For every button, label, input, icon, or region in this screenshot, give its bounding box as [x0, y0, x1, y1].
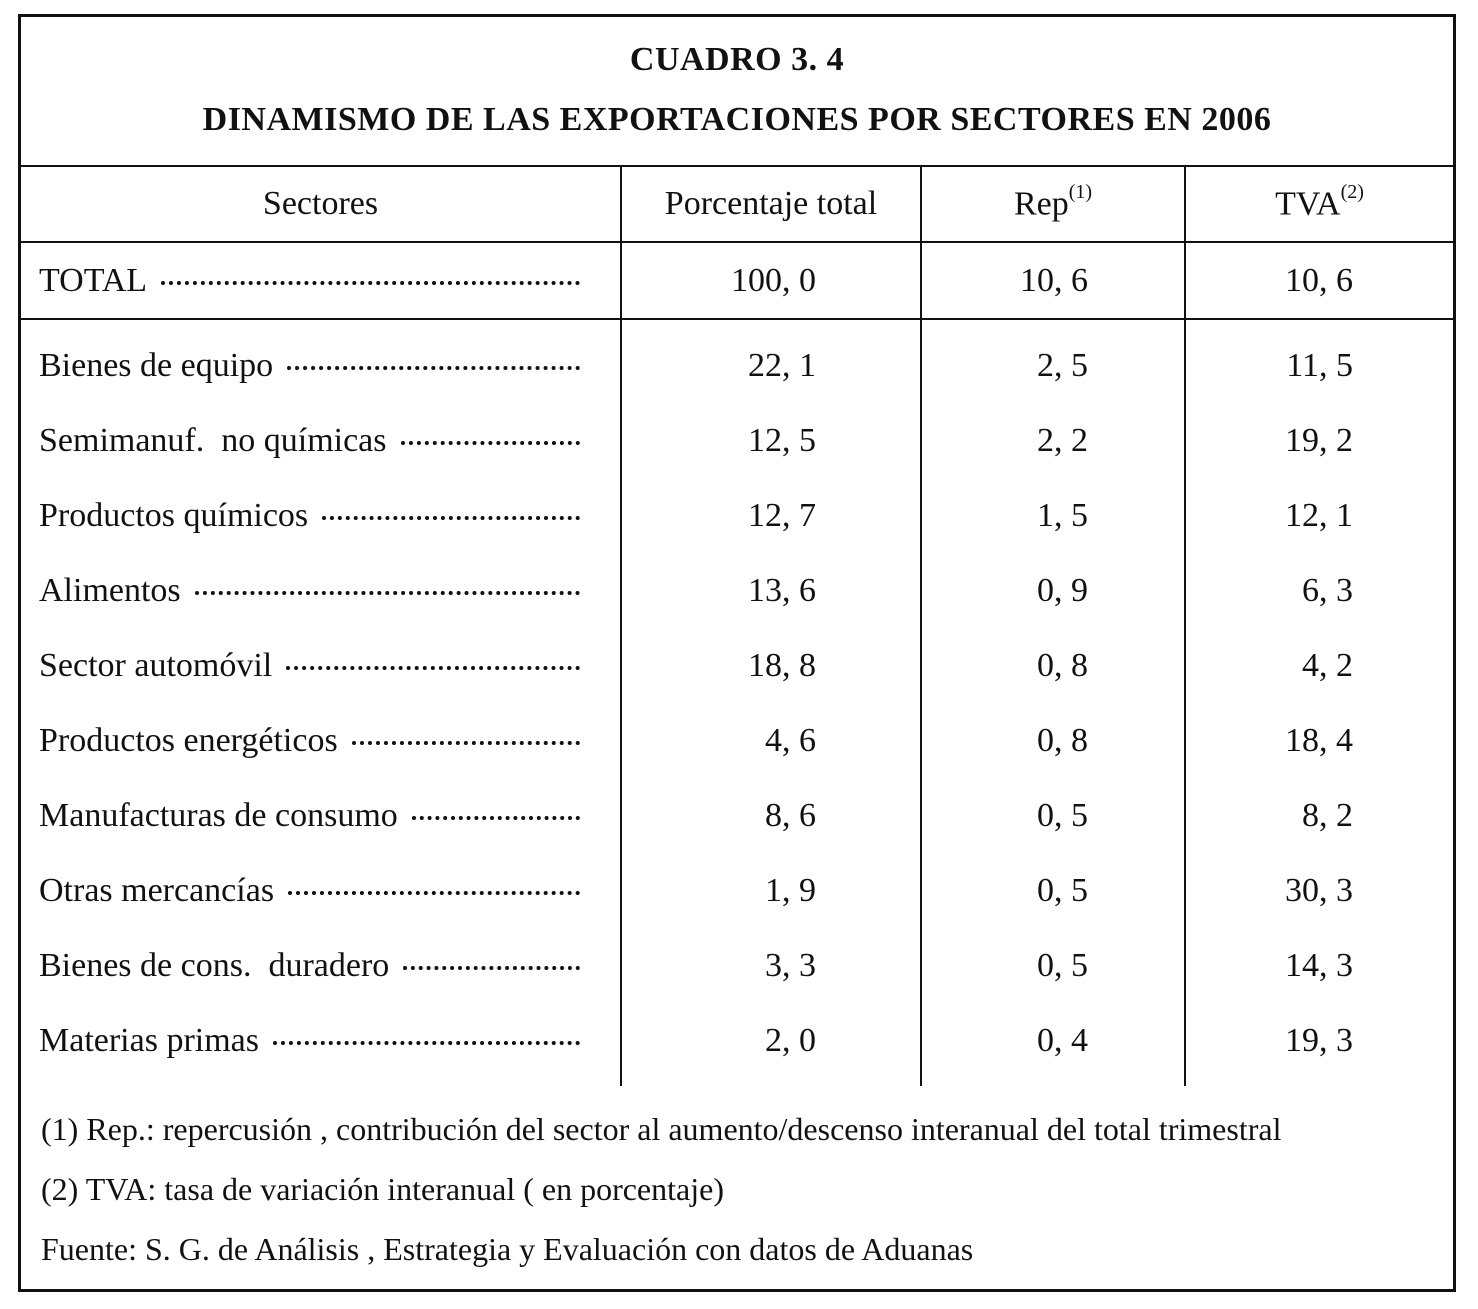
rep-cell: 2, 5 — [920, 319, 1185, 403]
total-porcentaje: 100, 0 — [620, 242, 921, 320]
tva-cell: 19, 3 — [1184, 1003, 1453, 1086]
tva-cell: 12, 1 — [1184, 478, 1453, 553]
total-rep: 10, 6 — [920, 242, 1185, 320]
tva-cell: 14, 3 — [1184, 928, 1453, 1003]
dot-leader — [287, 365, 580, 370]
dot-leader — [273, 1040, 580, 1045]
sector-cell: Materias primas — [21, 1003, 621, 1086]
table-row: Productos químicos 12, 7 1, 5 12, 1 — [21, 478, 1453, 553]
table-row: Materias primas 2, 0 0, 4 19, 3 — [21, 1003, 1453, 1086]
porcentaje-cell: 4, 6 — [620, 703, 921, 778]
table-row: Semimanuf. no químicas 12, 5 2, 2 19, 2 — [21, 403, 1453, 478]
table-row: Alimentos 13, 6 0, 9 6, 3 — [21, 553, 1453, 628]
sector-rows: Bienes de equipo 22, 1 2, 5 11, 5 Semimanuf.… — [21, 319, 1453, 1086]
table-title: DINAMISMO DE LAS EXPORTACIONES POR SECTO… — [202, 101, 1272, 138]
dot-leader — [322, 515, 580, 520]
porcentaje-cell: 12, 5 — [620, 403, 921, 478]
dot-leader — [286, 665, 580, 670]
tva-cell: 30, 3 — [1184, 853, 1453, 928]
exports-table: Sectores Porcentaje total Rep(1) TVA(2) … — [21, 167, 1453, 1086]
rep-cell: 0, 5 — [920, 928, 1185, 1003]
total-label-cell: TOTAL — [21, 242, 621, 320]
tva-cell: 4, 2 — [1184, 628, 1453, 703]
sector-cell: Otras mercancías — [21, 853, 621, 928]
rep-cell: 0, 5 — [920, 853, 1185, 928]
column-header-sectores: Sectores — [21, 167, 621, 243]
rep-footnote-ref: (1) — [1068, 180, 1093, 203]
dot-leader — [351, 740, 580, 745]
header-row: Sectores Porcentaje total Rep(1) TVA(2) — [21, 167, 1453, 243]
table-row: Bienes de cons. duradero 3, 3 0, 5 14, 3 — [21, 928, 1453, 1003]
dot-leader — [400, 440, 580, 445]
table-row: Otras mercancías 1, 9 0, 5 30, 3 — [21, 853, 1453, 928]
dot-leader — [403, 965, 580, 970]
porcentaje-cell: 3, 3 — [620, 928, 921, 1003]
porcentaje-cell: 2, 0 — [620, 1003, 921, 1086]
column-header-porcentaje: Porcentaje total — [620, 167, 921, 243]
total-row: TOTAL 100, 0 10, 6 10, 6 — [21, 242, 1453, 320]
sector-cell: Alimentos — [21, 553, 621, 628]
table-row: Productos energéticos 4, 6 0, 8 18, 4 — [21, 703, 1453, 778]
total-tva: 10, 6 — [1184, 242, 1453, 320]
tva-cell: 19, 2 — [1184, 403, 1453, 478]
rep-cell: 2, 2 — [920, 403, 1185, 478]
table-row: Sector automóvil 18, 8 0, 8 4, 2 — [21, 628, 1453, 703]
porcentaje-cell: 12, 7 — [620, 478, 921, 553]
footnotes: (1) Rep.: repercusión , contribución del… — [41, 1099, 1451, 1279]
sector-cell: Bienes de equipo — [21, 319, 621, 403]
sector-cell: Productos energéticos — [21, 703, 621, 778]
column-header-rep: Rep(1) — [920, 167, 1185, 243]
sector-label: Bienes de cons. duradero — [39, 946, 390, 984]
porcentaje-cell: 8, 6 — [620, 778, 921, 853]
footnote-1: (1) Rep.: repercusión , contribución del… — [41, 1111, 1282, 1147]
table-row: Manufacturas de consumo 8, 6 0, 5 8, 2 — [21, 778, 1453, 853]
sector-label: Semimanuf. no químicas — [39, 421, 387, 459]
tva-cell: 18, 4 — [1184, 703, 1453, 778]
sector-label: Otras mercancías — [39, 871, 275, 909]
tva-cell: 6, 3 — [1184, 553, 1453, 628]
sector-label: Bienes de equipo — [39, 346, 274, 384]
tva-header-label: TVA — [1275, 185, 1341, 223]
porcentaje-cell: 22, 1 — [620, 319, 921, 403]
sector-cell: Sector automóvil — [21, 628, 621, 703]
tva-cell: 11, 5 — [1184, 319, 1453, 403]
table-frame: CUADRO 3. 4 DINAMISMO DE LAS EXPORTACION… — [18, 14, 1456, 1292]
sector-cell: Manufacturas de consumo — [21, 778, 621, 853]
footnote-2: (2) TVA: tasa de variación interanual ( … — [41, 1171, 724, 1207]
sector-label: Productos energéticos — [39, 721, 338, 759]
sector-label: Alimentos — [39, 571, 181, 609]
table-row: Bienes de equipo 22, 1 2, 5 11, 5 — [21, 319, 1453, 403]
porcentaje-cell: 13, 6 — [620, 553, 921, 628]
dot-leader — [411, 815, 580, 820]
rep-cell: 0, 9 — [920, 553, 1185, 628]
dot-leader — [194, 590, 580, 595]
title-block: CUADRO 3. 4 DINAMISMO DE LAS EXPORTACION… — [21, 17, 1453, 167]
tva-footnote-ref: (2) — [1340, 180, 1364, 203]
rep-cell: 0, 8 — [920, 703, 1185, 778]
rep-cell: 0, 4 — [920, 1003, 1185, 1086]
source-note: Fuente: S. G. de Análisis , Estrategia y… — [41, 1231, 974, 1267]
rep-cell: 0, 8 — [920, 628, 1185, 703]
sector-cell: Semimanuf. no químicas — [21, 403, 621, 478]
sector-label: Productos químicos — [39, 496, 309, 534]
sector-cell: Bienes de cons. duradero — [21, 928, 621, 1003]
porcentaje-cell: 18, 8 — [620, 628, 921, 703]
tva-cell: 8, 2 — [1184, 778, 1453, 853]
rep-cell: 0, 5 — [920, 778, 1185, 853]
rep-cell: 1, 5 — [920, 478, 1185, 553]
total-label: TOTAL — [39, 261, 148, 299]
dot-leader — [288, 890, 580, 895]
rep-header-label: Rep — [1013, 185, 1069, 223]
sector-label: Materias primas — [39, 1021, 259, 1059]
sector-cell: Productos químicos — [21, 478, 621, 553]
dot-leader — [161, 280, 580, 285]
table-number: CUADRO 3. 4 — [629, 41, 845, 78]
porcentaje-cell: 1, 9 — [620, 853, 921, 928]
sector-label: Sector automóvil — [39, 646, 273, 684]
sector-label: Manufacturas de consumo — [39, 796, 398, 834]
column-header-tva: TVA(2) — [1184, 167, 1453, 243]
